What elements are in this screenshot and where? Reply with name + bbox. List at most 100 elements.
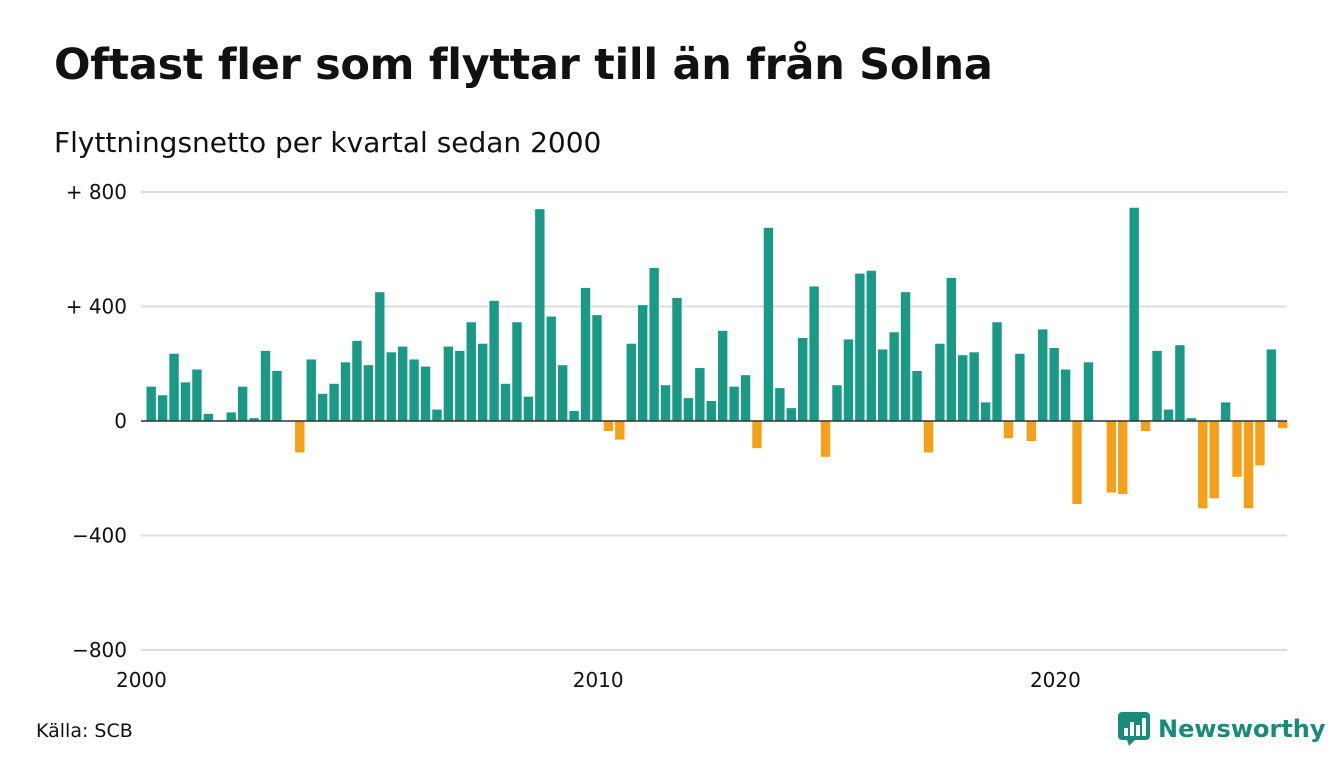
x-tick-label: 2020 <box>1030 668 1081 692</box>
bar <box>1003 421 1014 439</box>
bar <box>992 322 1002 421</box>
bar <box>489 300 499 421</box>
bar <box>1083 362 1094 421</box>
grid-lines <box>141 191 1287 651</box>
bar <box>569 410 579 421</box>
bar <box>1255 421 1265 466</box>
bar <box>352 340 362 421</box>
bar <box>500 383 511 421</box>
bar <box>272 370 282 421</box>
bar <box>729 386 739 421</box>
bar <box>1106 421 1117 493</box>
bar <box>683 398 694 421</box>
x-tick-label: 2000 <box>116 668 167 692</box>
bar <box>512 322 522 421</box>
brand-name: Newsworthy <box>1158 715 1326 743</box>
bar <box>546 316 556 421</box>
bar <box>260 350 271 421</box>
bar <box>557 365 568 421</box>
chart-title: Oftast fler som flyttar till än från Sol… <box>54 40 993 90</box>
bar <box>889 332 899 421</box>
bar <box>1163 409 1174 421</box>
bar <box>637 305 648 421</box>
bar <box>226 412 236 421</box>
bar <box>626 343 636 421</box>
bar <box>455 350 465 421</box>
x-tick-label: 2010 <box>573 668 624 692</box>
bar <box>397 346 408 421</box>
bar <box>923 421 934 453</box>
source-label: Källa: SCB <box>36 720 133 742</box>
bar <box>946 277 956 421</box>
bar <box>1266 349 1277 421</box>
bar-chart-speech-bubble-icon <box>1118 712 1150 746</box>
bar <box>1129 207 1139 421</box>
y-tick-label: + 800 <box>66 180 127 204</box>
bar <box>969 352 979 421</box>
bar <box>340 362 351 421</box>
bar <box>432 409 442 421</box>
bar <box>192 369 202 421</box>
bar <box>1038 329 1048 421</box>
bar <box>878 349 888 421</box>
bar <box>535 209 545 421</box>
bar <box>1232 421 1242 477</box>
bar <box>249 418 259 421</box>
bar <box>523 396 534 421</box>
chart-subtitle: Flyttningsnetto per kvartal sedan 2000 <box>54 126 602 159</box>
bar <box>660 385 671 421</box>
y-tick-label: + 400 <box>66 295 127 319</box>
bar <box>180 382 191 421</box>
bar <box>443 346 454 421</box>
bar <box>603 421 614 432</box>
bar <box>1243 421 1254 509</box>
bar <box>820 421 831 457</box>
bar <box>169 353 179 421</box>
bar <box>1175 345 1185 421</box>
axes: + 800 + 400 0 −400 −800 2000 2010 2020 <box>66 180 1287 692</box>
bar <box>363 365 374 421</box>
bar <box>900 292 911 421</box>
bar <box>386 352 396 421</box>
bar <box>203 413 214 421</box>
bar <box>866 270 876 421</box>
bar <box>317 393 328 421</box>
bar <box>695 368 705 421</box>
bar <box>1198 421 1208 509</box>
bar <box>1026 421 1037 442</box>
bar <box>295 421 305 453</box>
bar <box>649 267 659 421</box>
bar <box>786 408 796 421</box>
bar <box>763 227 774 421</box>
bar <box>1278 421 1288 429</box>
bar <box>1186 418 1197 421</box>
bar <box>237 386 248 421</box>
bar <box>477 343 488 421</box>
bar <box>706 400 716 421</box>
bar <box>420 366 431 421</box>
bar <box>1015 353 1025 421</box>
bar <box>809 286 819 421</box>
brand-logo[interactable]: Newsworthy <box>1118 712 1326 746</box>
bar <box>912 370 922 421</box>
bar <box>1049 348 1059 421</box>
bar <box>146 386 156 421</box>
bar <box>306 359 316 421</box>
bar <box>1209 421 1219 499</box>
bar <box>980 402 991 421</box>
bar <box>855 273 865 421</box>
bar <box>375 292 385 421</box>
bar <box>935 343 945 421</box>
bar <box>718 330 728 421</box>
bar <box>1152 350 1162 421</box>
bar <box>843 339 854 421</box>
y-tick-label: 0 <box>114 409 127 433</box>
bar <box>592 315 602 421</box>
bar <box>409 359 419 421</box>
y-tick-label: −800 <box>72 638 127 662</box>
bar <box>615 421 625 440</box>
bar <box>466 322 476 421</box>
bar <box>958 355 968 421</box>
bar <box>1220 402 1231 421</box>
bar <box>832 385 842 421</box>
